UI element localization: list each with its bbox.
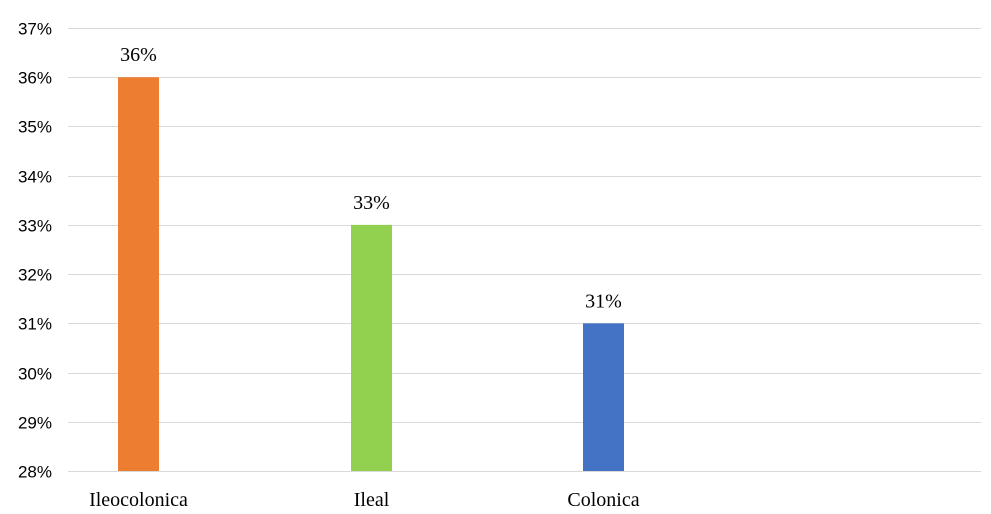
data-label-ileal: 33% xyxy=(353,192,390,214)
y-tick-label: 35% xyxy=(18,118,52,137)
data-label-colonica: 31% xyxy=(585,290,622,312)
y-tick-label: 31% xyxy=(18,315,52,334)
y-tick-label: 37% xyxy=(18,20,52,39)
y-tick-label: 34% xyxy=(18,168,52,187)
data-labels: 36% 33% 31% xyxy=(120,44,622,312)
x-tick-label-ileal: Ileal xyxy=(354,489,390,511)
bar-colonica xyxy=(583,323,624,471)
y-tick-label: 32% xyxy=(18,266,52,285)
bar-ileocolonica xyxy=(118,77,159,471)
y-tick-label: 30% xyxy=(18,365,52,384)
bar-ileal xyxy=(351,224,392,471)
gridlines xyxy=(68,28,981,472)
data-label-ileocolonica: 36% xyxy=(120,44,157,66)
y-axis-tick-labels: 28% 29% 30% 31% 32% 33% 34% 35% 36% 37% xyxy=(18,20,52,482)
y-tick-label: 36% xyxy=(18,69,52,88)
x-axis-tick-labels: Ileocolonica Ileal Colonica xyxy=(89,489,640,511)
y-tick-label: 29% xyxy=(18,414,52,433)
y-tick-label: 33% xyxy=(18,217,52,236)
x-tick-label-ileocolonica: Ileocolonica xyxy=(89,489,188,511)
y-tick-label: 28% xyxy=(18,463,52,482)
bars xyxy=(118,77,624,471)
x-tick-label-colonica: Colonica xyxy=(567,489,639,511)
